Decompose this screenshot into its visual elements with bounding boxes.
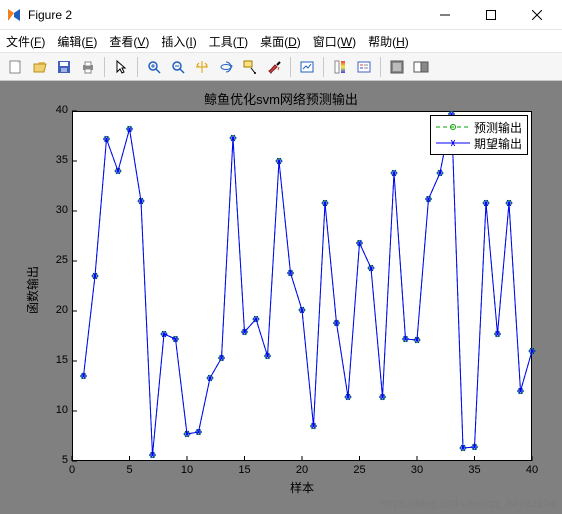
new-figure-icon[interactable] bbox=[5, 56, 27, 78]
menu-v[interactable]: 查看(V) bbox=[109, 33, 149, 50]
menu-e[interactable]: 编辑(E) bbox=[57, 33, 97, 50]
ytick-label: 30 bbox=[44, 204, 68, 216]
title-bar: Figure 2 bbox=[0, 0, 562, 30]
xtick-label: 15 bbox=[235, 464, 255, 476]
menu-bar: 文件(F) 编辑(E) 查看(V) 插入(I) 工具(T) 桌面(D) 窗口(W) 帮助(H) bbox=[0, 30, 562, 53]
zoom-in-icon[interactable] bbox=[143, 56, 165, 78]
figure-canvas: 鲸鱼优化svm网络预测输出 函数输出 样本 预测输出期望输出 051015202… bbox=[0, 81, 562, 514]
toolbar-separator bbox=[137, 57, 138, 77]
xtick-label: 35 bbox=[465, 464, 485, 476]
series-预测输出 bbox=[84, 114, 533, 455]
toolbar-separator bbox=[380, 57, 381, 77]
xtick-label: 40 bbox=[522, 464, 542, 476]
colorbar-icon[interactable] bbox=[329, 56, 351, 78]
close-button[interactable] bbox=[514, 0, 560, 30]
link-plot-icon[interactable] bbox=[296, 56, 318, 78]
data-cursor-icon[interactable] bbox=[239, 56, 261, 78]
legend-label: 期望输出 bbox=[474, 135, 522, 152]
open-icon[interactable] bbox=[29, 56, 51, 78]
toolbar-separator bbox=[104, 57, 105, 77]
legend[interactable]: 预测输出期望输出 bbox=[430, 115, 528, 155]
ytick-label: 40 bbox=[44, 104, 68, 116]
legend-icon[interactable] bbox=[353, 56, 375, 78]
xtick-label: 30 bbox=[407, 464, 427, 476]
menu-i[interactable]: 插入(I) bbox=[161, 33, 196, 50]
xtick-label: 20 bbox=[292, 464, 312, 476]
window-buttons bbox=[422, 0, 560, 30]
hide-tools-icon[interactable] bbox=[386, 56, 408, 78]
window-title: Figure 2 bbox=[28, 8, 422, 22]
watermark-text: https://blog.csdn.net/qq_34763204 bbox=[381, 498, 556, 510]
menu-w[interactable]: 窗口(W) bbox=[313, 33, 356, 50]
xtick-label: 25 bbox=[350, 464, 370, 476]
zoom-out-icon[interactable] bbox=[167, 56, 189, 78]
toolbar-separator bbox=[290, 57, 291, 77]
xtick-label: 10 bbox=[177, 464, 197, 476]
menu-d[interactable]: 桌面(D) bbox=[260, 33, 301, 50]
menu-f[interactable]: 文件(F) bbox=[6, 33, 45, 50]
toolbar bbox=[0, 53, 562, 81]
legend-label: 预测输出 bbox=[474, 119, 522, 136]
ytick-label: 5 bbox=[44, 454, 68, 466]
legend-item: 期望输出 bbox=[436, 135, 522, 151]
y-axis-label: 函数输出 bbox=[24, 266, 41, 314]
ytick-label: 15 bbox=[44, 354, 68, 366]
x-axis-label: 样本 bbox=[72, 479, 532, 496]
pointer-icon[interactable] bbox=[110, 56, 132, 78]
menu-h[interactable]: 帮助(H) bbox=[368, 33, 409, 50]
maximize-button[interactable] bbox=[468, 0, 514, 30]
ytick-label: 25 bbox=[44, 254, 68, 266]
ytick-label: 10 bbox=[44, 404, 68, 416]
dock-icon[interactable] bbox=[410, 56, 432, 78]
rotate3d-icon[interactable] bbox=[215, 56, 237, 78]
minimize-button[interactable] bbox=[422, 0, 468, 30]
ytick-label: 20 bbox=[44, 304, 68, 316]
pan-icon[interactable] bbox=[191, 56, 213, 78]
xtick-label: 5 bbox=[120, 464, 140, 476]
series-期望输出 bbox=[84, 114, 533, 455]
brush-icon[interactable] bbox=[263, 56, 285, 78]
save-icon[interactable] bbox=[53, 56, 75, 78]
print-icon[interactable] bbox=[77, 56, 99, 78]
legend-item: 预测输出 bbox=[436, 119, 522, 135]
ytick-label: 35 bbox=[44, 154, 68, 166]
menu-t[interactable]: 工具(T) bbox=[209, 33, 248, 50]
toolbar-separator bbox=[323, 57, 324, 77]
app-icon bbox=[6, 7, 22, 23]
